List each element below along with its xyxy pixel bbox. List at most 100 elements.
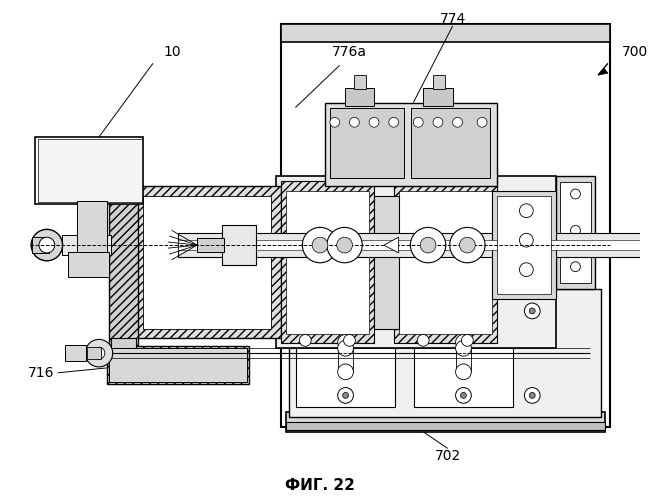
Circle shape [433, 118, 443, 127]
Bar [354, 75, 367, 89]
Circle shape [421, 237, 436, 253]
Bar [32, 237, 49, 253]
Circle shape [529, 308, 535, 314]
Bar [109, 348, 247, 382]
Text: 776a: 776a [332, 44, 367, 59]
Bar [338, 348, 353, 372]
Circle shape [338, 311, 353, 326]
Bar [497, 196, 551, 294]
Bar [64, 346, 86, 361]
Circle shape [519, 204, 533, 218]
Circle shape [389, 118, 398, 127]
Bar [111, 338, 136, 353]
Circle shape [452, 118, 462, 127]
Bar [109, 180, 138, 346]
Circle shape [299, 334, 311, 346]
Circle shape [456, 364, 471, 380]
Circle shape [456, 311, 471, 326]
Circle shape [460, 308, 466, 314]
Bar [178, 234, 651, 257]
Circle shape [460, 392, 466, 398]
Bar [276, 176, 556, 348]
Circle shape [327, 228, 362, 263]
Bar [286, 191, 369, 334]
Bar [133, 186, 281, 338]
Bar [281, 24, 610, 427]
Circle shape [39, 237, 55, 253]
Bar [325, 102, 497, 186]
Circle shape [342, 392, 348, 398]
Circle shape [524, 388, 540, 404]
Bar [87, 348, 101, 359]
Text: 716: 716 [28, 366, 55, 380]
Bar [560, 182, 591, 284]
Circle shape [462, 334, 473, 346]
Bar [286, 412, 605, 432]
Bar [492, 191, 556, 299]
Circle shape [456, 303, 471, 319]
Circle shape [338, 334, 353, 350]
Text: 700: 700 [622, 44, 648, 59]
Bar [288, 290, 601, 417]
Text: 774: 774 [439, 12, 465, 26]
Circle shape [337, 237, 352, 253]
Bar [433, 75, 445, 89]
Bar [38, 139, 142, 202]
Polygon shape [384, 237, 398, 253]
Circle shape [330, 118, 340, 127]
Bar [456, 348, 471, 372]
Bar [456, 319, 471, 342]
Circle shape [31, 230, 62, 261]
Circle shape [529, 392, 535, 398]
Bar [281, 24, 610, 42]
Circle shape [302, 228, 338, 263]
Circle shape [338, 388, 353, 404]
Circle shape [413, 118, 423, 127]
Bar [338, 319, 353, 342]
Circle shape [519, 234, 533, 247]
Circle shape [338, 303, 353, 319]
Bar [344, 88, 374, 106]
Circle shape [344, 334, 355, 346]
Bar [330, 108, 404, 178]
Circle shape [338, 364, 353, 380]
Circle shape [570, 262, 581, 272]
Bar [556, 176, 595, 290]
Circle shape [410, 228, 446, 263]
Circle shape [312, 237, 328, 253]
Circle shape [519, 263, 533, 276]
Text: 10: 10 [164, 44, 182, 59]
Polygon shape [598, 68, 608, 75]
Bar [143, 196, 271, 328]
Bar [423, 88, 452, 106]
Circle shape [524, 303, 540, 319]
Circle shape [342, 308, 348, 314]
Bar [411, 108, 490, 178]
Circle shape [350, 118, 359, 127]
Circle shape [417, 334, 429, 346]
Circle shape [93, 348, 105, 359]
Bar [394, 181, 497, 344]
Bar [197, 238, 224, 252]
Circle shape [456, 334, 471, 350]
Circle shape [85, 340, 113, 367]
Bar [107, 346, 249, 384]
Circle shape [477, 118, 487, 127]
Bar [374, 196, 398, 328]
Circle shape [456, 388, 471, 404]
Bar [68, 252, 109, 276]
Circle shape [570, 189, 581, 199]
Bar [398, 191, 492, 334]
Circle shape [369, 118, 379, 127]
Bar [296, 297, 395, 407]
Bar [111, 176, 136, 191]
Bar [281, 181, 374, 344]
Bar [286, 422, 605, 430]
Bar [414, 297, 512, 407]
Bar [222, 226, 256, 264]
Bar [62, 236, 111, 255]
Bar [178, 240, 651, 250]
Text: ФИГ. 22: ФИГ. 22 [285, 478, 355, 494]
Bar [77, 201, 107, 252]
Circle shape [338, 340, 353, 356]
